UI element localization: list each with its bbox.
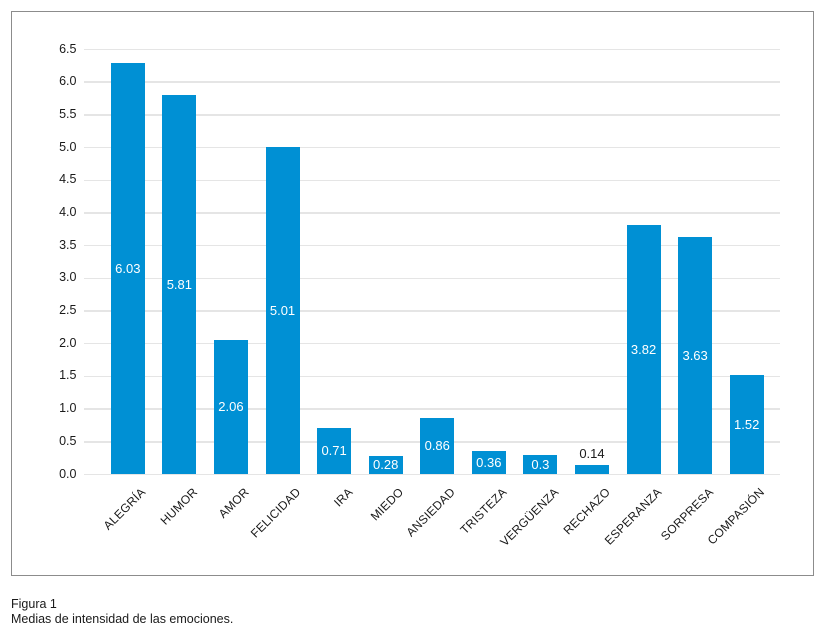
x-axis-category-label: RECHAZO — [560, 484, 613, 537]
gridline — [83, 244, 780, 247]
x-axis-category-label: TRISTEZA — [457, 484, 510, 537]
bar-value-label: 3.63 — [682, 347, 708, 363]
y-axis-tick-label: 4.5 — [59, 172, 77, 187]
y-axis-tick-label: 2.0 — [59, 335, 77, 350]
x-axis-category-label: IRA — [330, 484, 356, 509]
bar — [213, 339, 248, 475]
figure-caption-label: Figura 1 — [11, 597, 57, 611]
x-axis-category-label: FELICIDAD — [247, 484, 304, 540]
x-axis-category-label: HUMOR — [157, 484, 201, 528]
bar-value-label: 5.01 — [269, 302, 296, 318]
bar — [317, 428, 352, 475]
bar — [368, 456, 403, 475]
bar-value-label: 3.82 — [630, 341, 657, 357]
bar — [574, 465, 609, 475]
gridline — [83, 179, 780, 182]
chart-frame: 6.5 6.0 5.5 5.0 4.5 4.0 3.5 3.0 2.5 2.0 1.5 1.0 0.5 0… — [11, 11, 814, 576]
bar-value-label: 5.81 — [166, 276, 193, 292]
gridline — [83, 342, 780, 345]
y-axis-tick-label: 3.0 — [59, 270, 77, 285]
bar — [626, 224, 661, 475]
figure-caption: Figura 1 Medias de intensidad de las emo… — [11, 597, 233, 626]
y-axis-tick-label: 4.0 — [59, 204, 77, 219]
y-axis-tick-label: 6.0 — [59, 74, 77, 89]
bar-value-label: 0.28 — [373, 457, 399, 473]
y-axis-tick-label: 0.0 — [59, 466, 77, 481]
gridline — [83, 473, 780, 476]
bar-value-label: 0.71 — [321, 443, 347, 459]
bar-value-label: 0.86 — [424, 438, 450, 454]
gridline — [83, 375, 780, 378]
gridline — [83, 114, 780, 116]
bar-value-label: 6.03 — [115, 260, 141, 276]
bar-value-label: 0.3 — [531, 456, 550, 472]
bar-chart-plot-area: 6.5 6.0 5.5 5.0 4.5 4.0 3.5 3.0 2.5 2.0 1.5 1.0 0.5 0… — [12, 12, 813, 575]
bar-value-label: 0.36 — [476, 454, 502, 470]
x-axis-category-label: AMOR — [215, 484, 252, 521]
x-axis-category-label: ALEGRÍA — [101, 484, 149, 533]
y-axis-tick-label: 5.5 — [59, 106, 77, 121]
bar — [729, 375, 764, 475]
y-axis-tick-label: 1.0 — [59, 401, 77, 416]
gridline — [83, 310, 780, 312]
bar-value-label: 1.52 — [734, 416, 760, 432]
bar — [110, 62, 145, 475]
gridline — [83, 408, 780, 410]
bar — [471, 450, 506, 475]
gridline — [83, 146, 780, 149]
y-axis-tick-label: 3.5 — [59, 237, 77, 252]
x-axis-category-label: ANSIEDAD — [403, 484, 459, 539]
y-axis-tick-label: 5.0 — [59, 139, 77, 154]
x-axis-category-label: MIEDO — [368, 484, 407, 523]
bar — [162, 94, 197, 475]
bar-value-label: 2.06 — [218, 399, 244, 415]
gridline — [83, 81, 780, 83]
figure-caption-text: Medias de intensidad de las emociones. — [11, 611, 234, 626]
y-axis-tick-label: 1.5 — [59, 368, 77, 383]
y-axis-tick-label: 0.5 — [59, 433, 77, 448]
gridline — [83, 277, 780, 280]
bar-value-label: 0.14 — [579, 446, 605, 462]
bar — [265, 146, 300, 475]
gridline — [83, 48, 780, 51]
bar — [420, 418, 455, 475]
y-axis-tick-label: 6.5 — [59, 41, 77, 56]
gridline — [83, 212, 780, 214]
bar — [678, 237, 713, 475]
bar — [523, 454, 558, 475]
y-axis-tick-label: 2.5 — [59, 303, 77, 318]
